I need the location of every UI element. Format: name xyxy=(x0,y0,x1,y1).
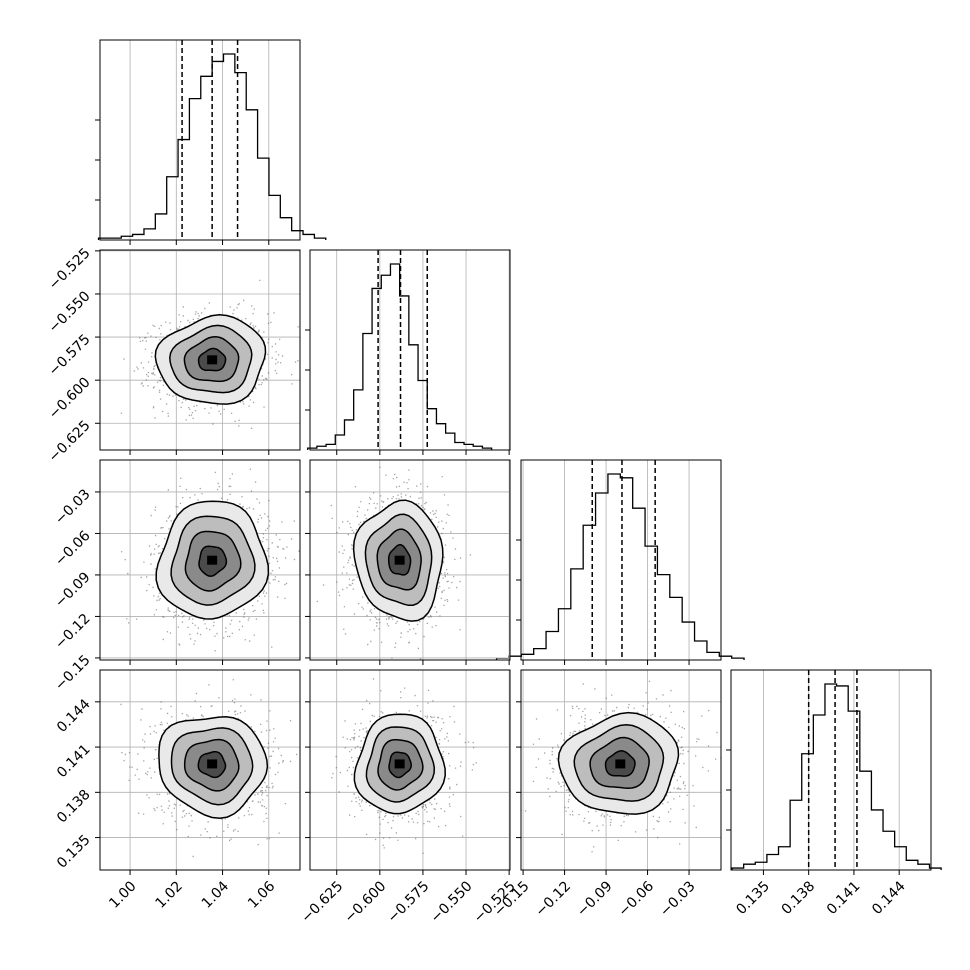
contour-line xyxy=(197,347,227,372)
panel-frame xyxy=(520,459,722,661)
scatter-points xyxy=(316,466,471,660)
contour-line xyxy=(604,750,636,777)
contour-line xyxy=(376,528,422,591)
panel-frame xyxy=(309,459,511,661)
contour-line xyxy=(197,750,227,779)
y-tick-label: −0.09 xyxy=(52,569,94,611)
x-tick-label: −0.06 xyxy=(616,878,658,920)
panel-content xyxy=(316,466,471,660)
contour-line xyxy=(589,736,650,790)
contour-line xyxy=(170,727,254,806)
x-tick-label: −0.03 xyxy=(657,878,699,920)
panel-content xyxy=(120,679,298,858)
y-tick-label: −0.15 xyxy=(52,652,94,694)
contour-line xyxy=(353,713,446,815)
scatter-points xyxy=(120,679,298,858)
contour-line xyxy=(198,545,228,577)
density-peak xyxy=(394,759,405,769)
density-peak xyxy=(207,555,218,565)
y-tick-label: −0.575 xyxy=(46,331,94,379)
contour-line xyxy=(183,738,240,792)
y-tick-label: −0.625 xyxy=(46,418,94,466)
panel-content xyxy=(121,468,300,652)
density-peak xyxy=(615,759,626,769)
x-tick-label: 1.04 xyxy=(199,878,232,911)
panel-frame xyxy=(520,669,722,871)
density-peak xyxy=(207,355,218,365)
density-panel-3-2 xyxy=(305,459,511,665)
contour-line xyxy=(377,738,424,791)
y-tick-label: −0.600 xyxy=(46,375,94,423)
y-tick-label: 0.141 xyxy=(54,741,94,781)
hist-panel-4 xyxy=(726,669,942,875)
panel-frame xyxy=(730,669,932,871)
y-tick-label: −0.03 xyxy=(52,486,94,528)
x-tick-label: 1.00 xyxy=(106,878,139,911)
panel-frame xyxy=(99,249,301,451)
panel-frame xyxy=(309,249,511,451)
density-peak xyxy=(207,759,218,769)
x-tick-label: −0.575 xyxy=(385,878,433,926)
y-tick-label: −0.12 xyxy=(52,611,94,653)
contour-line xyxy=(365,726,436,803)
x-tick-label: −0.09 xyxy=(574,878,616,920)
contour-line xyxy=(557,711,680,815)
y-tick-label: 0.144 xyxy=(54,696,94,736)
contour-line xyxy=(388,751,412,779)
contour-line xyxy=(158,716,269,820)
contour-line xyxy=(352,499,444,622)
contour-line xyxy=(155,500,270,620)
histogram-step xyxy=(97,53,327,240)
hist-panel-3 xyxy=(495,459,745,665)
density-panel-2-1 xyxy=(95,249,301,455)
y-tick-label: −0.525 xyxy=(46,245,94,293)
density-panel-4-1 xyxy=(95,669,301,875)
histogram-step xyxy=(307,263,493,450)
histogram-step xyxy=(731,683,942,870)
y-tick-label: 0.138 xyxy=(54,787,94,827)
x-tick-label: 1.02 xyxy=(153,878,186,911)
panel-content xyxy=(120,279,299,450)
density-panel-3-1 xyxy=(95,459,301,665)
density-peak xyxy=(394,555,405,565)
contour-line xyxy=(364,513,433,607)
contour-line xyxy=(184,530,242,592)
x-tick-label: 0.144 xyxy=(869,878,909,918)
x-tick-label: 1.06 xyxy=(245,878,278,911)
x-tick-label: 0.138 xyxy=(779,878,819,918)
contour-line xyxy=(387,543,412,576)
x-tick-label: 0.135 xyxy=(733,878,773,918)
contour-line xyxy=(573,723,665,802)
panel-frame xyxy=(99,669,301,871)
y-tick-label: 0.135 xyxy=(54,832,94,872)
panel-content xyxy=(521,680,721,853)
panel-frame xyxy=(99,39,301,241)
density-panel-4-3 xyxy=(516,669,722,875)
x-tick-label: −0.550 xyxy=(428,878,476,926)
y-tick-label: −0.06 xyxy=(52,528,94,570)
histogram-step xyxy=(495,473,745,660)
panel-frame xyxy=(309,669,511,871)
contour-line xyxy=(183,335,240,383)
hist-panel-1 xyxy=(95,39,327,245)
scatter-points xyxy=(120,279,299,450)
panel-frame xyxy=(99,459,301,661)
density-panel-4-2 xyxy=(305,669,511,875)
hist-panel-2 xyxy=(305,249,511,455)
x-tick-label: 0.141 xyxy=(824,878,864,918)
contour-line xyxy=(170,515,256,606)
panel-content xyxy=(331,678,477,854)
contour-line xyxy=(154,314,267,405)
panels-layer xyxy=(95,39,942,875)
x-tick-label: −0.600 xyxy=(341,878,389,926)
y-tick-label: −0.550 xyxy=(46,288,94,336)
contour-line xyxy=(169,324,253,394)
x-tick-label: −0.625 xyxy=(298,878,346,926)
x-tick-label: −0.12 xyxy=(533,878,575,920)
